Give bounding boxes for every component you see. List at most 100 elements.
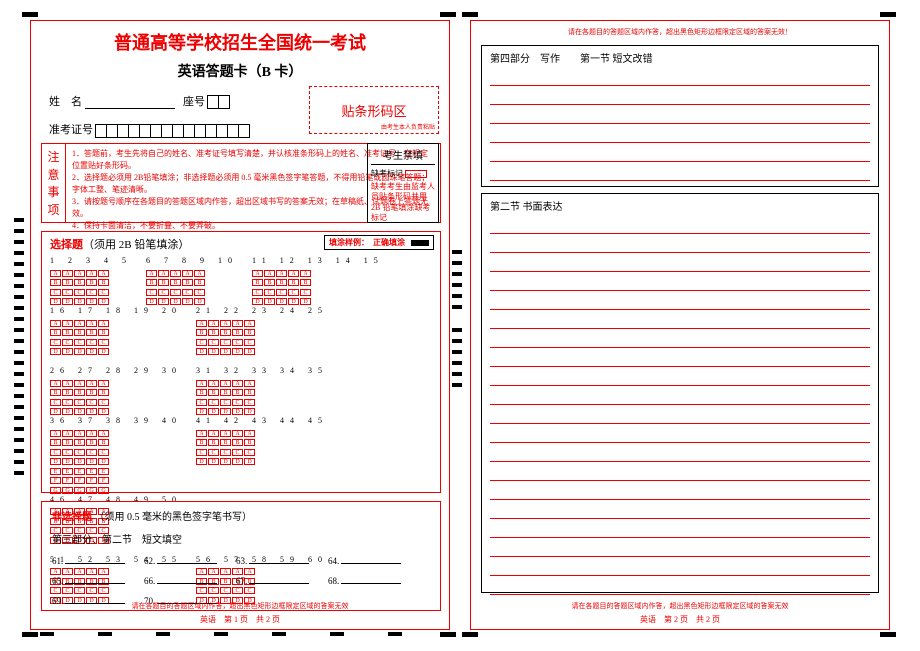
- bubble[interactable]: D: [220, 458, 231, 465]
- bubble[interactable]: D: [244, 408, 255, 415]
- bubble[interactable]: B: [196, 329, 207, 336]
- bubble[interactable]: D: [62, 408, 73, 415]
- writing-line[interactable]: [490, 234, 870, 253]
- writing-line[interactable]: [490, 67, 870, 86]
- bubble[interactable]: B: [98, 279, 109, 286]
- bubble[interactable]: C: [50, 339, 61, 346]
- writing-line[interactable]: [490, 124, 870, 143]
- bubble[interactable]: C: [50, 399, 61, 406]
- bubble[interactable]: D: [244, 458, 255, 465]
- bubble[interactable]: C: [220, 449, 231, 456]
- bubble[interactable]: C: [252, 289, 263, 296]
- bubble[interactable]: B: [86, 329, 97, 336]
- bubble[interactable]: B: [50, 389, 61, 396]
- bubble[interactable]: B: [208, 389, 219, 396]
- blank-field[interactable]: [341, 583, 401, 584]
- blank-field[interactable]: [249, 583, 309, 584]
- bubble[interactable]: A: [220, 320, 231, 327]
- bubble[interactable]: G: [62, 487, 73, 494]
- writing-line[interactable]: [490, 481, 870, 500]
- bubble[interactable]: D: [62, 298, 73, 305]
- bubble[interactable]: A: [288, 270, 299, 277]
- writing-line[interactable]: [490, 462, 870, 481]
- bubble[interactable]: F: [62, 477, 73, 484]
- bubble[interactable]: B: [74, 389, 85, 396]
- writing-line[interactable]: [490, 576, 870, 595]
- bubble[interactable]: C: [98, 339, 109, 346]
- bubble[interactable]: A: [232, 380, 243, 387]
- bubble[interactable]: D: [158, 298, 169, 305]
- bubble[interactable]: B: [182, 279, 193, 286]
- blank-field[interactable]: [157, 563, 217, 564]
- bubble[interactable]: D: [98, 348, 109, 355]
- bubble[interactable]: C: [98, 449, 109, 456]
- bubble[interactable]: C: [232, 449, 243, 456]
- bubble[interactable]: C: [74, 449, 85, 456]
- bubble[interactable]: C: [220, 399, 231, 406]
- bubble[interactable]: A: [208, 380, 219, 387]
- bubble[interactable]: C: [288, 289, 299, 296]
- bubble[interactable]: A: [158, 270, 169, 277]
- bubble[interactable]: A: [252, 270, 263, 277]
- bubble[interactable]: B: [220, 389, 231, 396]
- bubble[interactable]: C: [74, 399, 85, 406]
- blank-field[interactable]: [65, 583, 125, 584]
- bubble[interactable]: C: [98, 289, 109, 296]
- bubble[interactable]: C: [208, 339, 219, 346]
- bubble[interactable]: A: [182, 270, 193, 277]
- bubble[interactable]: A: [244, 380, 255, 387]
- bubble[interactable]: A: [62, 380, 73, 387]
- bubble[interactable]: D: [74, 298, 85, 305]
- bubble[interactable]: B: [98, 389, 109, 396]
- bubble[interactable]: B: [252, 279, 263, 286]
- bubble[interactable]: C: [86, 289, 97, 296]
- writing-line[interactable]: [490, 310, 870, 329]
- bubble[interactable]: D: [62, 458, 73, 465]
- bubble[interactable]: B: [62, 279, 73, 286]
- bubble[interactable]: D: [86, 298, 97, 305]
- bubble[interactable]: A: [194, 270, 205, 277]
- bubble[interactable]: A: [264, 270, 275, 277]
- writing-line[interactable]: [490, 500, 870, 519]
- writing-line[interactable]: [490, 272, 870, 291]
- bubble[interactable]: A: [86, 270, 97, 277]
- blank-field[interactable]: [65, 563, 125, 564]
- bubble[interactable]: D: [288, 298, 299, 305]
- bubble[interactable]: A: [276, 270, 287, 277]
- bubble[interactable]: C: [196, 449, 207, 456]
- bubble[interactable]: A: [74, 270, 85, 277]
- bubble[interactable]: C: [244, 339, 255, 346]
- bubble[interactable]: A: [50, 270, 61, 277]
- bubble[interactable]: E: [98, 468, 109, 475]
- bubble[interactable]: A: [170, 270, 181, 277]
- bubble[interactable]: A: [62, 270, 73, 277]
- bubble[interactable]: E: [50, 468, 61, 475]
- bubble[interactable]: C: [194, 289, 205, 296]
- bubble[interactable]: B: [50, 329, 61, 336]
- bubble[interactable]: A: [62, 320, 73, 327]
- bubble[interactable]: D: [220, 408, 231, 415]
- bubble[interactable]: D: [74, 408, 85, 415]
- bubble[interactable]: C: [196, 339, 207, 346]
- bubble[interactable]: D: [220, 348, 231, 355]
- bubble[interactable]: C: [50, 449, 61, 456]
- bubble[interactable]: B: [300, 279, 311, 286]
- bubble[interactable]: B: [74, 329, 85, 336]
- bubble[interactable]: C: [300, 289, 311, 296]
- bubble[interactable]: A: [244, 320, 255, 327]
- bubble[interactable]: D: [50, 458, 61, 465]
- bubble[interactable]: C: [62, 399, 73, 406]
- bubble[interactable]: D: [146, 298, 157, 305]
- writing-line[interactable]: [490, 424, 870, 443]
- bubble[interactable]: B: [276, 279, 287, 286]
- bubble[interactable]: D: [98, 298, 109, 305]
- bubble[interactable]: C: [98, 399, 109, 406]
- bubble[interactable]: C: [232, 399, 243, 406]
- bubble[interactable]: A: [208, 320, 219, 327]
- bubble[interactable]: B: [62, 389, 73, 396]
- bubble[interactable]: D: [252, 298, 263, 305]
- bubble[interactable]: A: [50, 430, 61, 437]
- bubble[interactable]: D: [50, 298, 61, 305]
- bubble[interactable]: B: [74, 279, 85, 286]
- bubble[interactable]: C: [208, 449, 219, 456]
